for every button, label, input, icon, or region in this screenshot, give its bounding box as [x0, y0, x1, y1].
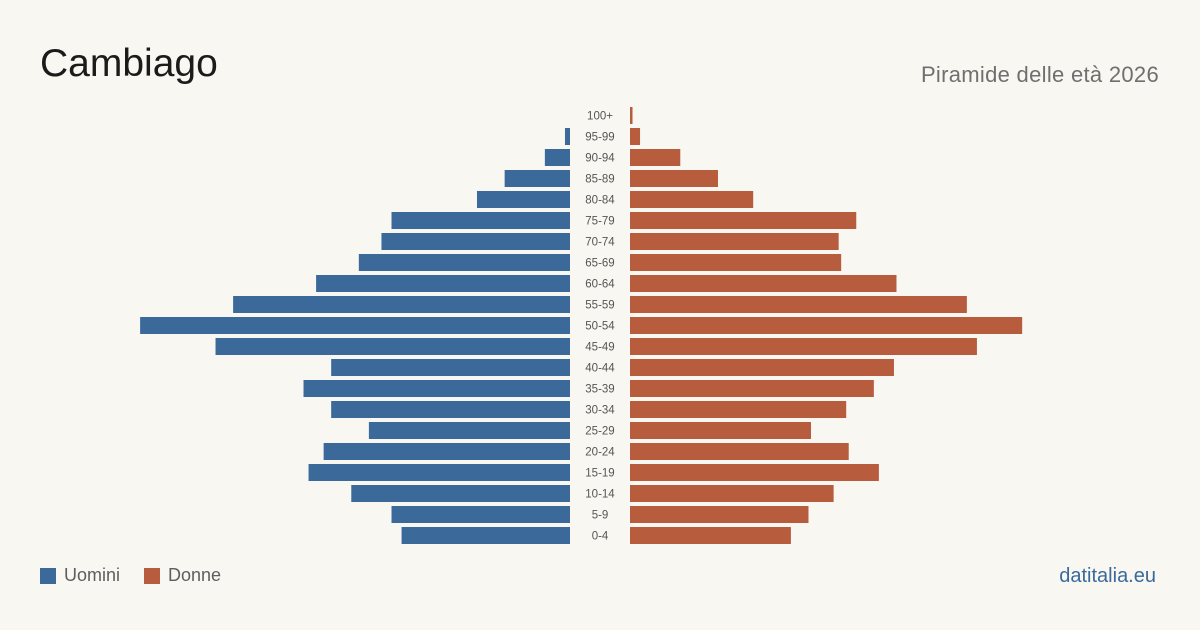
- bar-women-60-64: [630, 275, 897, 292]
- bar-women-10-14: [630, 485, 834, 502]
- legend-label-men: Uomini: [64, 565, 121, 585]
- age-label-50-54: 50-54: [585, 321, 615, 333]
- bar-men-50-54: [140, 317, 570, 334]
- bar-men-15-19: [308, 464, 570, 481]
- bar-men-25-29: [368, 422, 570, 439]
- bar-women-50-54: [630, 317, 1023, 334]
- bar-women-35-39: [630, 380, 874, 397]
- bar-men-10-14: [351, 485, 570, 502]
- age-label-55-59: 55-59: [585, 300, 614, 312]
- legend-swatch-men: [40, 567, 56, 584]
- women-bars: [630, 107, 1023, 544]
- age-label-90-94: 90-94: [585, 153, 615, 165]
- age-labels: 100+ 95-99 90-94 85-89 80-84 75-79 70-74 65-69 6…: [585, 111, 615, 543]
- legend-label-women: Donne: [168, 565, 222, 585]
- bar-women-75-79: [630, 212, 857, 229]
- bar-women-45-49: [630, 338, 977, 355]
- age-label-60-64: 60-64: [585, 279, 615, 291]
- bar-men-85-89: [504, 170, 570, 187]
- bar-women-40-44: [630, 359, 894, 376]
- age-label-40-44: 40-44: [585, 363, 615, 375]
- bar-women-100+: [630, 107, 633, 124]
- bar-women-95-99: [630, 128, 641, 145]
- bar-men-70-74: [381, 233, 570, 250]
- chart-title: Cambiago: [40, 42, 218, 85]
- age-label-0-4: 0-4: [592, 531, 609, 543]
- bar-men-35-39: [303, 380, 570, 397]
- bar-women-65-69: [630, 254, 842, 271]
- legend-item-women: Donne: [144, 565, 221, 586]
- age-label-10-14: 10-14: [585, 489, 615, 501]
- men-bars: [140, 128, 570, 544]
- bar-men-20-24: [323, 443, 570, 460]
- bar-men-0-4: [401, 527, 570, 544]
- age-label-75-79: 75-79: [585, 216, 614, 228]
- bar-women-55-59: [630, 296, 967, 313]
- bar-men-95-99: [564, 128, 570, 145]
- age-label-80-84: 80-84: [585, 195, 615, 207]
- age-label-5-9: 5-9: [592, 510, 609, 522]
- bar-women-30-34: [630, 401, 847, 418]
- bar-men-55-59: [233, 296, 570, 313]
- bar-men-75-79: [391, 212, 570, 229]
- bar-men-40-44: [331, 359, 570, 376]
- bar-men-80-84: [476, 191, 570, 208]
- legend-item-men: Uomini: [40, 565, 120, 586]
- legend: Uomini Donne: [40, 565, 245, 586]
- bar-women-25-29: [630, 422, 812, 439]
- bar-women-0-4: [630, 527, 791, 544]
- legend-swatch-women: [144, 567, 161, 584]
- age-label-35-39: 35-39: [585, 384, 614, 396]
- age-label-100+: 100+: [587, 111, 613, 123]
- bar-women-90-94: [630, 149, 681, 166]
- bar-women-80-84: [630, 191, 754, 208]
- age-label-25-29: 25-29: [585, 426, 614, 438]
- source-link[interactable]: datitalia.eu: [1059, 565, 1156, 587]
- chart-subtitle: Piramide delle età 2026: [920, 62, 1159, 87]
- bar-women-70-74: [630, 233, 839, 250]
- bar-men-90-94: [544, 149, 570, 166]
- bar-women-5-9: [630, 506, 809, 523]
- bar-men-45-49: [215, 338, 570, 355]
- age-label-20-24: 20-24: [585, 447, 615, 459]
- bar-men-30-34: [331, 401, 570, 418]
- bar-men-5-9: [391, 506, 570, 523]
- age-label-70-74: 70-74: [585, 237, 615, 249]
- age-label-95-99: 95-99: [585, 132, 614, 144]
- age-label-45-49: 45-49: [585, 342, 614, 354]
- age-label-30-34: 30-34: [585, 405, 615, 417]
- age-label-65-69: 65-69: [585, 258, 614, 270]
- age-label-85-89: 85-89: [585, 174, 614, 186]
- bar-women-85-89: [630, 170, 718, 187]
- bar-women-20-24: [630, 443, 849, 460]
- bar-women-15-19: [630, 464, 879, 481]
- bar-men-60-64: [316, 275, 570, 292]
- age-label-15-19: 15-19: [585, 468, 614, 480]
- bar-men-65-69: [358, 254, 570, 271]
